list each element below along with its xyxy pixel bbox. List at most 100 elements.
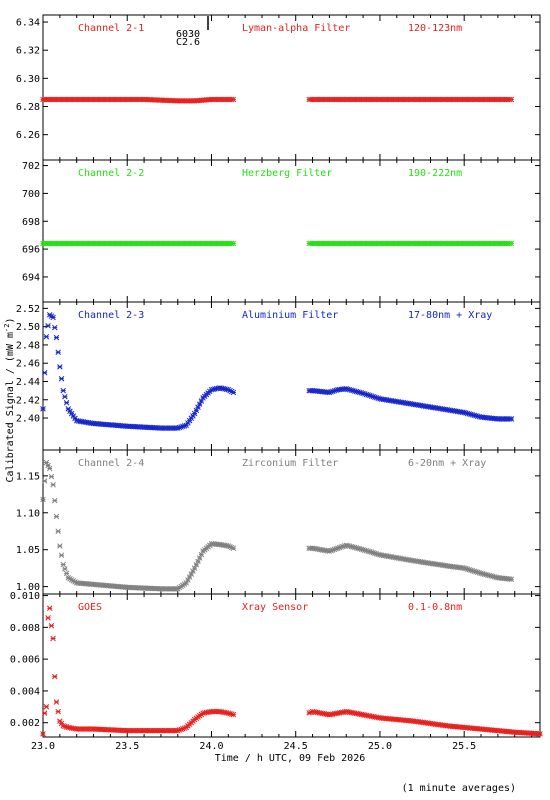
data-point	[45, 615, 51, 621]
data-point	[45, 462, 51, 469]
y-tick-label: 702	[22, 161, 40, 172]
panel-label-name: GOES	[78, 602, 102, 613]
y-tick-label: 6.30	[16, 74, 40, 85]
x-tick-label: 24.5	[284, 741, 308, 752]
data-point	[43, 333, 50, 340]
x-tick-label: 25.5	[452, 741, 476, 752]
panel-frame	[42, 159, 541, 303]
y-tick-label: 1.05	[16, 545, 40, 556]
panel-2: 694 696 698 700 702 Channel 2-2 Herzberg Filte…	[22, 159, 541, 303]
data-point	[46, 465, 53, 472]
y-axis-label: Calibrated Signal / (mW m-2)	[3, 318, 16, 483]
data-point	[40, 406, 46, 412]
y-tick-label: 0.006	[10, 655, 40, 666]
data-point	[53, 334, 60, 341]
y-tick-label: 2.48	[16, 340, 40, 351]
data-point	[40, 496, 46, 503]
y-tick-label: 0.008	[10, 623, 40, 634]
data-point	[198, 398, 205, 404]
x-tick-label: 23.0	[31, 741, 55, 752]
x-tick-label: 25.0	[368, 741, 392, 752]
panel-label-band: 6-20nm + Xray	[408, 458, 486, 469]
data-point	[52, 324, 58, 331]
data-point	[52, 673, 58, 680]
data-point	[63, 400, 70, 406]
y-tick-label: 2.52	[16, 304, 40, 315]
series-5	[40, 605, 543, 737]
x-tick-label: 23.5	[115, 741, 139, 752]
data-point	[186, 574, 193, 580]
data-point	[46, 605, 53, 612]
data-point	[196, 555, 203, 561]
data-point	[195, 404, 201, 410]
data-point	[185, 577, 191, 583]
panel-label-band: 120-123nm	[408, 23, 462, 34]
data-point	[230, 240, 237, 247]
y-tick-label: 2.44	[16, 377, 40, 388]
y-tick-label: 2.42	[16, 395, 40, 406]
y-tick-label: 6.34	[16, 18, 40, 29]
panel-label-filter: Xray Sensor	[242, 602, 308, 613]
data-point	[508, 240, 515, 247]
panel-label-filter: Zirconium Filter	[242, 458, 338, 469]
data-point	[508, 416, 515, 422]
panel-label-filter: Herzberg Filter	[242, 168, 332, 179]
series-4	[40, 459, 515, 592]
panel-4: 1.00 1.05 1.10 1.15 Channel 2-4 Zirconium Fil…	[16, 449, 541, 595]
panel-label-filter: Aluminium Filter	[242, 310, 338, 321]
data-point	[63, 570, 70, 577]
data-point	[57, 543, 63, 549]
panel-5: 0.002 0.004 0.006 0.008 0.010 GOES Xray Sensor…	[10, 591, 543, 738]
y-tick-label: 0.010	[10, 591, 40, 602]
series-1	[40, 96, 515, 104]
data-point	[193, 407, 200, 414]
data-point	[57, 364, 63, 370]
data-point	[41, 710, 48, 716]
data-point	[228, 544, 235, 551]
panel-1: 6.26 6.28 6.30 6.32 6.34 Channel 2-1 Lyman-alp…	[16, 14, 541, 161]
data-point	[190, 568, 196, 574]
y-tick-label: 696	[22, 245, 40, 256]
data-point	[53, 699, 60, 705]
data-point	[41, 478, 48, 484]
data-point	[43, 459, 50, 466]
y-tick-label: 2.40	[16, 414, 40, 425]
data-point	[62, 393, 68, 400]
event-marker: 6030 C2.6	[176, 16, 209, 48]
data-point	[228, 388, 235, 395]
data-point	[230, 96, 237, 103]
data-point	[230, 545, 237, 551]
panel-frame	[42, 593, 541, 738]
data-point	[537, 731, 543, 737]
data-point	[55, 708, 61, 715]
data-point	[50, 481, 56, 488]
data-point	[196, 401, 203, 407]
series-3	[40, 312, 515, 431]
data-point	[230, 711, 237, 718]
y-tick-label: 0.002	[10, 718, 40, 729]
data-point	[40, 731, 46, 737]
y-tick-label: 6.28	[16, 102, 40, 113]
panel-label-name: Channel 2-2	[78, 168, 144, 179]
data-point	[191, 410, 198, 417]
data-point	[48, 473, 55, 480]
data-point	[198, 551, 205, 558]
panel-label-band: 190-222nm	[408, 168, 462, 179]
data-point	[191, 565, 198, 571]
data-point	[41, 370, 48, 376]
chart-panels: 6.26 6.28 6.30 6.32 6.34 Channel 2-1 Lyman-alp…	[10, 14, 543, 738]
panel-label-filter: Lyman-alpha Filter	[242, 23, 350, 34]
panel-label-name: Channel 2-1	[78, 23, 144, 34]
x-axis-ticks: 23.0 23.5 24.0 24.5 25.0 25.5	[31, 741, 476, 752]
data-point	[53, 513, 60, 520]
data-point	[50, 314, 56, 321]
data-point	[230, 389, 237, 396]
data-point	[55, 528, 61, 534]
data-point	[60, 387, 66, 394]
data-point	[58, 375, 65, 382]
y-tick-label: 1.10	[16, 508, 40, 519]
data-point	[45, 322, 51, 329]
data-point	[58, 552, 65, 558]
y-tick-label: 698	[22, 217, 40, 228]
